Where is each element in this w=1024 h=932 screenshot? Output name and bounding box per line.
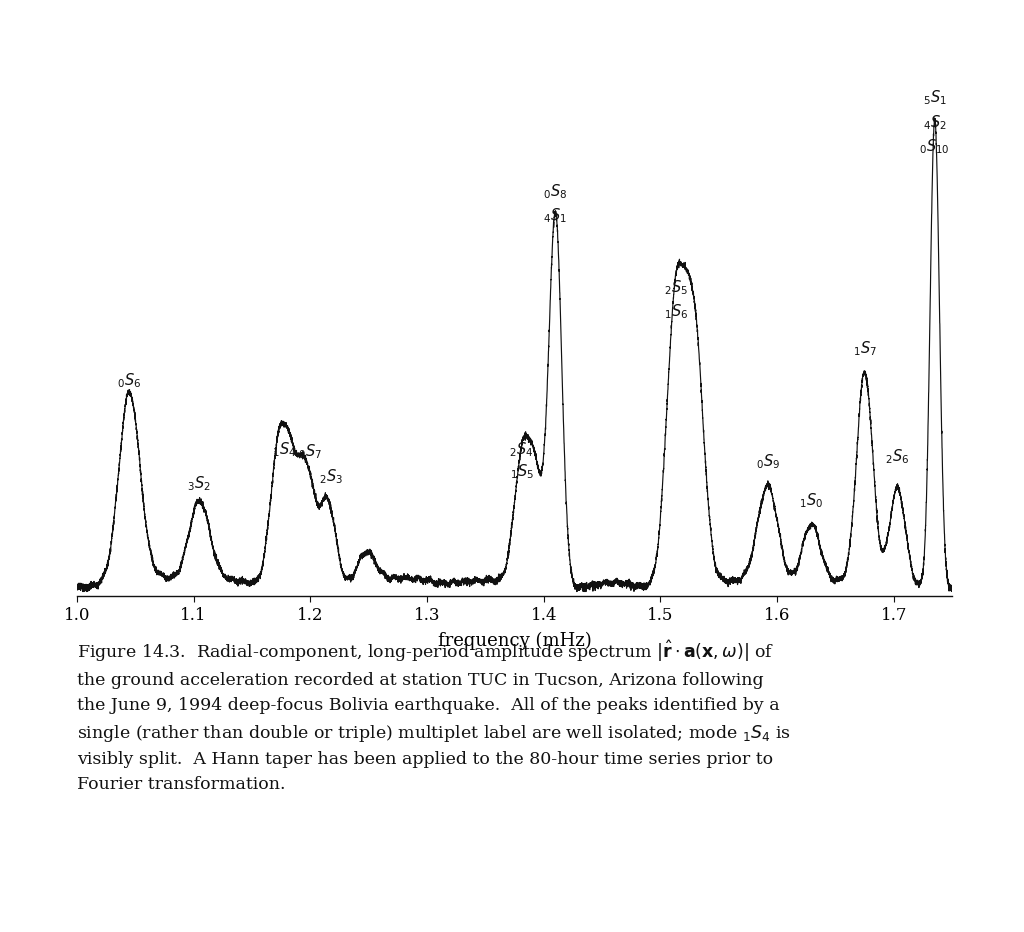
Text: $_{0}S_{8}$: $_{0}S_{8}$ — [544, 182, 567, 200]
Text: $_{4}S_{2}$: $_{4}S_{2}$ — [923, 113, 947, 131]
Text: $_{0}S_{9}$: $_{0}S_{9}$ — [756, 452, 780, 471]
Text: $_{1}S_{0}$: $_{1}S_{0}$ — [799, 492, 823, 511]
Text: $_{1}S_{5}$: $_{1}S_{5}$ — [510, 462, 534, 481]
Text: $_{1}S_{4}$: $_{1}S_{4}$ — [272, 440, 297, 459]
Text: $_{5}S_{1}$: $_{5}S_{1}$ — [923, 89, 947, 107]
Text: $_{0}S_{6}$: $_{0}S_{6}$ — [117, 371, 141, 390]
Text: $_{2}S_{3}$: $_{2}S_{3}$ — [319, 467, 343, 486]
Text: $_{1}S_{6}$: $_{1}S_{6}$ — [664, 303, 688, 322]
Text: $_{2}S_{6}$: $_{2}S_{6}$ — [886, 447, 909, 466]
Text: $_{0}S_{10}$: $_{0}S_{10}$ — [920, 138, 950, 157]
Text: $_{0}S_{7}$: $_{0}S_{7}$ — [298, 443, 323, 461]
Text: $_{3}S_{2}$: $_{3}S_{2}$ — [187, 474, 211, 493]
Text: $_{2}S_{5}$: $_{2}S_{5}$ — [664, 278, 688, 296]
Text: $_{1}S_{7}$: $_{1}S_{7}$ — [853, 339, 877, 358]
Text: $_{2}S_{4}$: $_{2}S_{4}$ — [509, 440, 534, 459]
Text: Figure 14.3.  Radial-component, long-period amplitude spectrum $|\hat{\mathbf{r}: Figure 14.3. Radial-component, long-peri… — [77, 638, 791, 793]
Text: $_{4}S_{1}$: $_{4}S_{1}$ — [544, 207, 567, 226]
X-axis label: frequency (mHz): frequency (mHz) — [437, 632, 592, 651]
